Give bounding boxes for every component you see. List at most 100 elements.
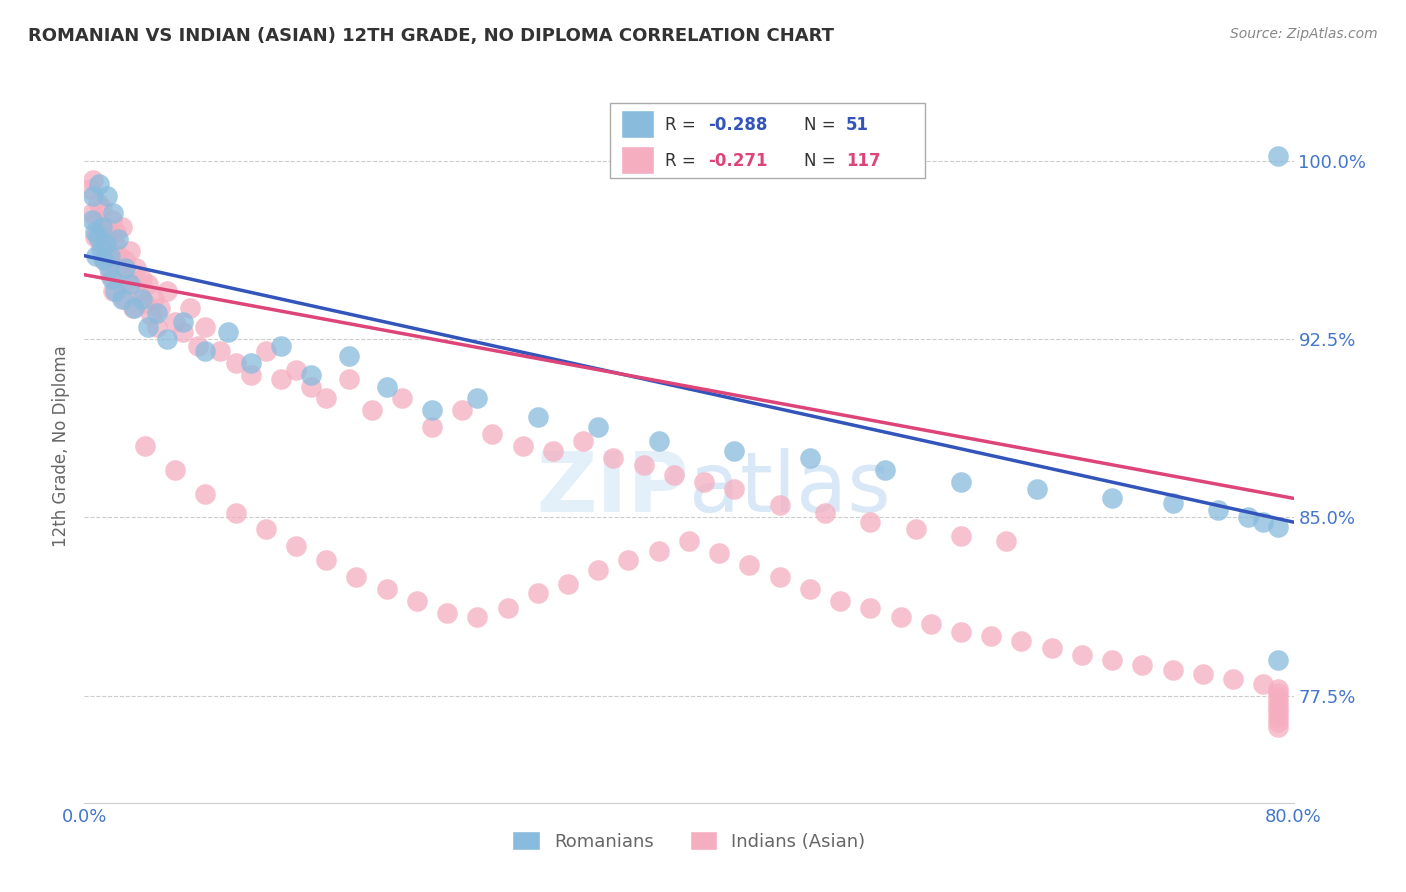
Point (131, 292, 153, 306)
Point (149, 301, 172, 315)
Point (769, 499, 792, 513)
Point (239, 368, 262, 382)
Point (1253, 515, 1275, 529)
Point (1267, 681, 1289, 696)
Point (134, 296, 156, 310)
Point (225, 356, 247, 370)
Text: -0.288: -0.288 (709, 116, 768, 134)
Point (920, 617, 942, 632)
Point (1101, 653, 1123, 667)
Point (156, 332, 179, 346)
Point (467, 392, 489, 406)
Point (209, 343, 232, 358)
Point (1192, 667, 1215, 681)
Point (122, 301, 145, 315)
Point (86, 213, 108, 227)
Point (270, 372, 292, 386)
Point (118, 277, 141, 292)
Point (136, 277, 159, 292)
Point (723, 443, 745, 458)
Point (315, 392, 337, 406)
Point (80, 206, 103, 220)
Point (98, 268, 121, 282)
Point (114, 260, 136, 275)
Point (1206, 503, 1229, 517)
Point (980, 629, 1002, 643)
Point (1267, 706, 1289, 720)
Point (588, 420, 610, 434)
Point (1267, 710, 1289, 724)
Point (904, 522, 927, 536)
Point (769, 570, 792, 584)
Point (179, 301, 201, 315)
Point (1040, 641, 1063, 656)
Point (91, 201, 114, 215)
Point (709, 546, 731, 560)
Point (98, 249, 121, 263)
FancyBboxPatch shape (610, 103, 925, 178)
Point (299, 379, 322, 393)
Point (572, 434, 595, 449)
Point (1101, 491, 1123, 506)
Point (104, 285, 127, 299)
Point (481, 427, 503, 442)
Point (496, 600, 519, 615)
FancyBboxPatch shape (621, 145, 654, 174)
Point (87, 196, 110, 211)
Point (1130, 657, 1153, 672)
Point (142, 292, 165, 306)
Point (84, 225, 107, 239)
Point (391, 392, 413, 406)
Point (91, 220, 114, 235)
Point (194, 486, 217, 500)
Point (588, 563, 610, 577)
Point (89, 225, 111, 239)
Point (118, 244, 141, 258)
Point (602, 450, 624, 465)
Point (950, 624, 973, 639)
Point (648, 543, 671, 558)
Point (1025, 482, 1047, 496)
Point (84, 229, 107, 244)
Point (1267, 520, 1289, 534)
Point (165, 463, 187, 477)
Point (285, 363, 308, 377)
Point (80, 213, 103, 227)
Point (738, 558, 761, 572)
Point (114, 253, 136, 268)
Point (239, 356, 262, 370)
Point (97, 260, 120, 275)
Text: N =: N = (804, 116, 841, 134)
Point (1267, 714, 1289, 729)
Point (156, 285, 179, 299)
Point (346, 570, 368, 584)
Point (270, 339, 292, 353)
Point (110, 277, 132, 292)
Point (128, 285, 150, 299)
Point (1267, 691, 1289, 706)
Point (87, 229, 110, 244)
Point (406, 593, 429, 607)
Point (97, 229, 120, 244)
Text: 51: 51 (846, 116, 869, 134)
Point (96, 249, 118, 263)
Point (86, 249, 108, 263)
Point (100, 272, 122, 286)
Text: Source: ZipAtlas.com: Source: ZipAtlas.com (1230, 27, 1378, 41)
Point (1267, 149, 1289, 163)
Point (107, 260, 129, 275)
Point (194, 343, 217, 358)
Point (557, 577, 579, 591)
Point (512, 439, 534, 453)
Point (225, 506, 247, 520)
Text: R =: R = (665, 152, 700, 169)
Point (799, 582, 821, 596)
Point (1071, 648, 1094, 663)
Point (678, 534, 700, 549)
Point (94, 236, 117, 251)
Point (830, 593, 852, 607)
Point (420, 403, 443, 417)
Point (360, 403, 382, 417)
Point (814, 506, 837, 520)
Point (285, 539, 308, 553)
